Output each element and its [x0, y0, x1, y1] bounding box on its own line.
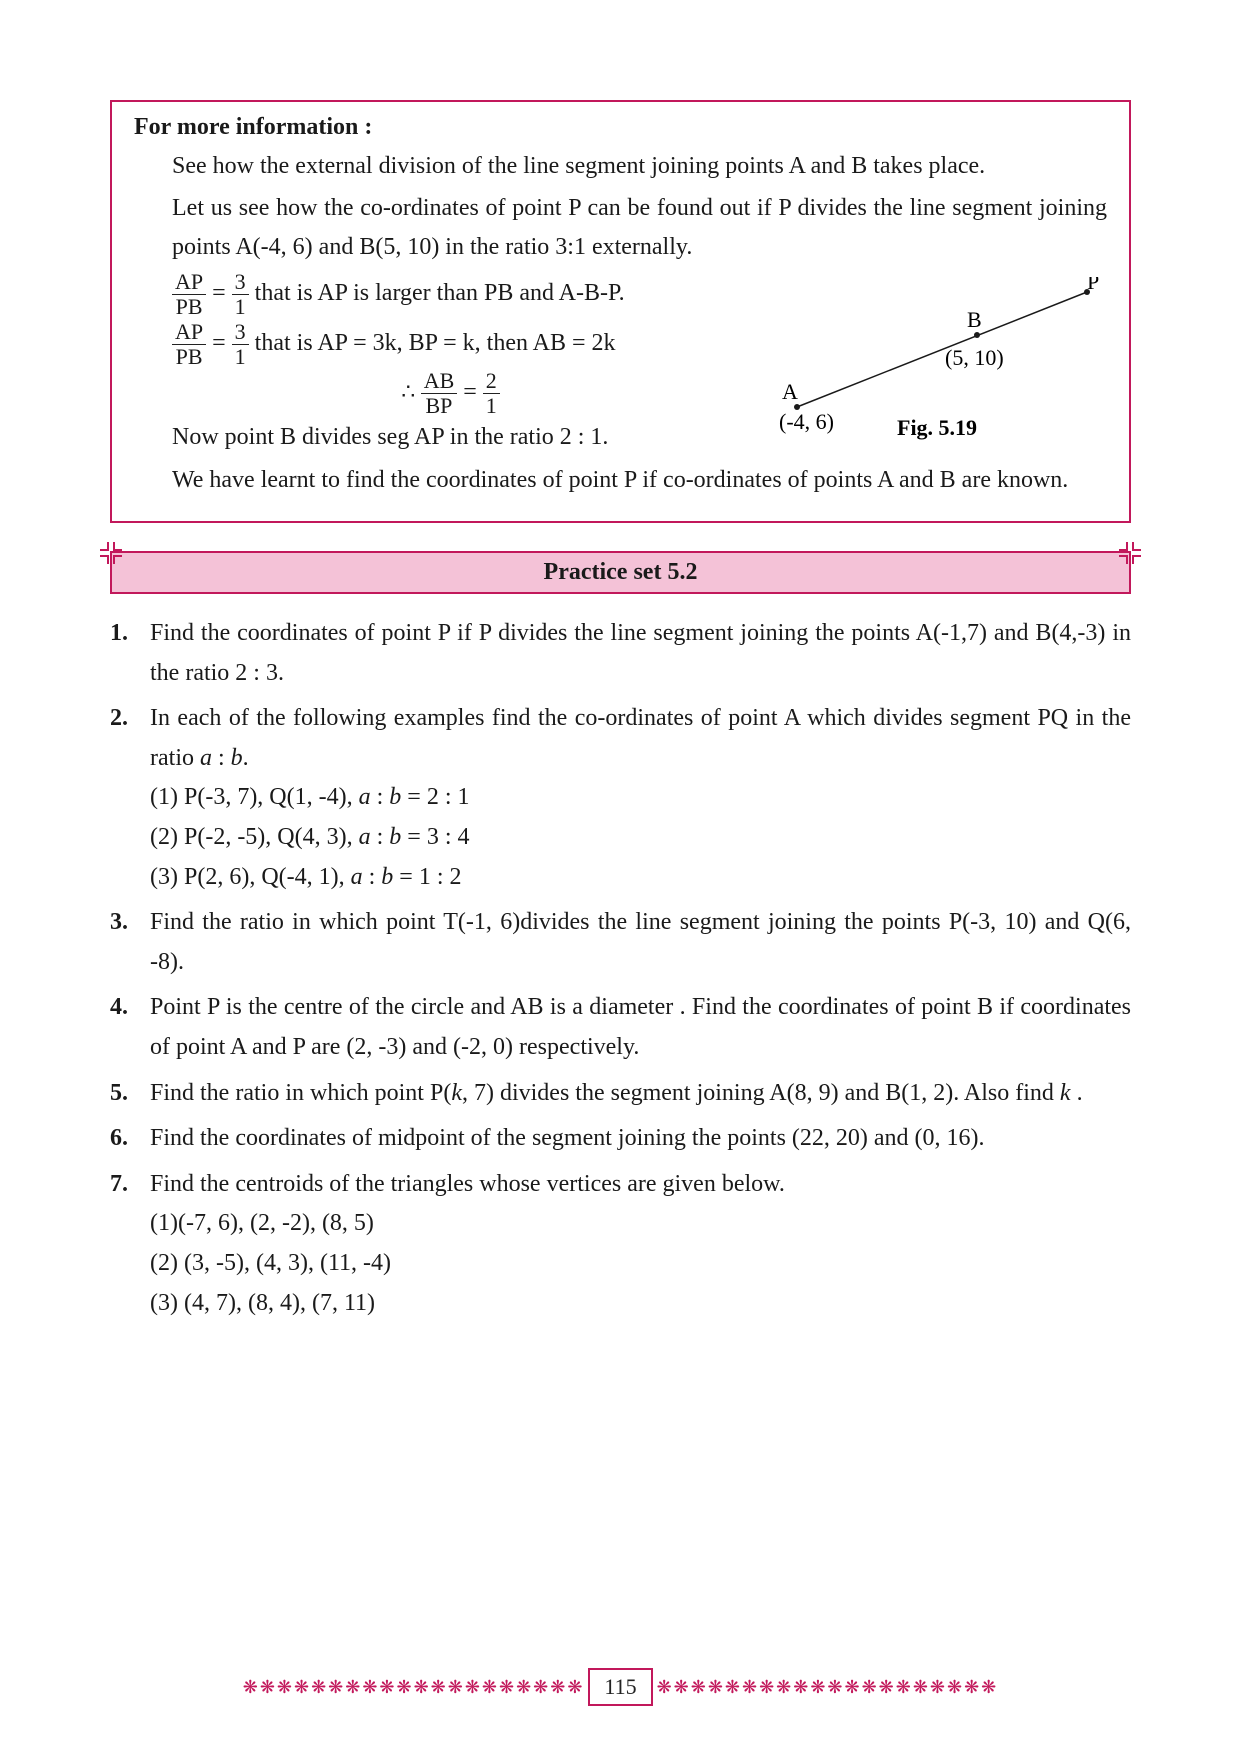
frac-ap-pb-1: AP PB: [172, 270, 206, 319]
question-body: In each of the following examples find t…: [150, 699, 1131, 897]
ornament-right: ❋❋❋❋❋❋❋❋❋❋❋❋❋❋❋❋❋❋❋❋: [657, 1677, 999, 1698]
ornament-left: ❋❋❋❋❋❋❋❋❋❋❋❋❋❋❋❋❋❋❋❋: [243, 1677, 585, 1698]
question-item: 6.Find the coordinates of midpoint of th…: [110, 1119, 1131, 1159]
question-list: 1.Find the coordinates of point P if P d…: [110, 614, 1131, 1323]
question-number: 7.: [110, 1165, 150, 1323]
diagram-svg: A (-4, 6) B (5, 10) P Fig. 5.19: [767, 277, 1107, 447]
question-sub: (3) P(2, 6), Q(-4, 1), a : b = 1 : 2: [150, 858, 1131, 898]
frac-3-1-b: 3 1: [232, 320, 249, 369]
therefore-symbol: ∴: [401, 379, 421, 404]
question-number: 4.: [110, 988, 150, 1067]
question-body: Find the coordinates of point P if P div…: [150, 614, 1131, 693]
question-body: Find the centroids of the triangles whos…: [150, 1165, 1131, 1323]
frac-ap-pb-2: AP PB: [172, 320, 206, 369]
diagram-label-a: A: [782, 379, 798, 404]
corner-ornament-icon: [100, 542, 122, 564]
frac-ab-bp: AB BP: [421, 369, 458, 418]
info-box: For more information : See how the exter…: [110, 100, 1131, 523]
question-item: 5.Find the ratio in which point P(k, 7) …: [110, 1074, 1131, 1114]
corner-ornament-icon: [1119, 542, 1141, 564]
question-number: 1.: [110, 614, 150, 693]
question-body: Find the coordinates of midpoint of the …: [150, 1119, 1131, 1159]
page: For more information : See how the exter…: [0, 0, 1241, 1754]
line-segment-diagram: A (-4, 6) B (5, 10) P Fig. 5.19: [767, 277, 1107, 437]
diagram-coord-b: (5, 10): [945, 345, 1004, 370]
question-sub: (3) (4, 7), (8, 4), (7, 11): [150, 1284, 1131, 1324]
info-p4: We have learnt to find the coordinates o…: [172, 461, 1107, 499]
question-number: 2.: [110, 699, 150, 897]
question-sub: (2) (3, -5), (4, 3), (11, -4): [150, 1244, 1131, 1284]
practice-set-header: Practice set 5.2: [110, 551, 1131, 594]
question-sub: (1)(-7, 6), (2, -2), (8, 5): [150, 1204, 1131, 1244]
question-number: 5.: [110, 1074, 150, 1114]
question-item: 1.Find the coordinates of point P if P d…: [110, 614, 1131, 693]
eq2-text: that is AP = 3k, BP = k, then AB = 2k: [255, 330, 616, 356]
practice-title: Practice set 5.2: [544, 559, 698, 585]
question-number: 6.: [110, 1119, 150, 1159]
question-item: 2.In each of the following examples find…: [110, 699, 1131, 897]
eq1-text: that is AP is larger than PB and A-B-P.: [255, 280, 625, 306]
info-p1: See how the external division of the lin…: [172, 147, 1107, 185]
diagram-label-b: B: [967, 307, 982, 332]
question-sub: (2) P(-2, -5), Q(4, 3), a : b = 3 : 4: [150, 818, 1131, 858]
diagram-caption: Fig. 5.19: [897, 415, 977, 440]
diagram-label-p: P: [1087, 277, 1099, 294]
question-item: 3.Find the ratio in which point T(-1, 6)…: [110, 903, 1131, 982]
info-heading: For more information :: [134, 114, 1107, 141]
page-footer: ❋❋❋❋❋❋❋❋❋❋❋❋❋❋❋❋❋❋❋❋ 115 ❋❋❋❋❋❋❋❋❋❋❋❋❋❋❋…: [0, 1668, 1241, 1706]
diagram-coord-a: (-4, 6): [779, 409, 834, 434]
question-item: 7.Find the centroids of the triangles wh…: [110, 1165, 1131, 1323]
question-body: Point P is the centre of the circle and …: [150, 988, 1131, 1067]
frac-2-1: 2 1: [483, 369, 500, 418]
info-p2: Let us see how the co-ordinates of point…: [172, 189, 1107, 266]
question-sub: (1) P(-3, 7), Q(1, -4), a : b = 2 : 1: [150, 778, 1131, 818]
question-body: Find the ratio in which point T(-1, 6)di…: [150, 903, 1131, 982]
question-item: 4.Point P is the centre of the circle an…: [110, 988, 1131, 1067]
question-body: Find the ratio in which point P(k, 7) di…: [150, 1074, 1131, 1114]
page-number: 115: [588, 1668, 652, 1706]
frac-3-1-a: 3 1: [232, 270, 249, 319]
question-number: 3.: [110, 903, 150, 982]
